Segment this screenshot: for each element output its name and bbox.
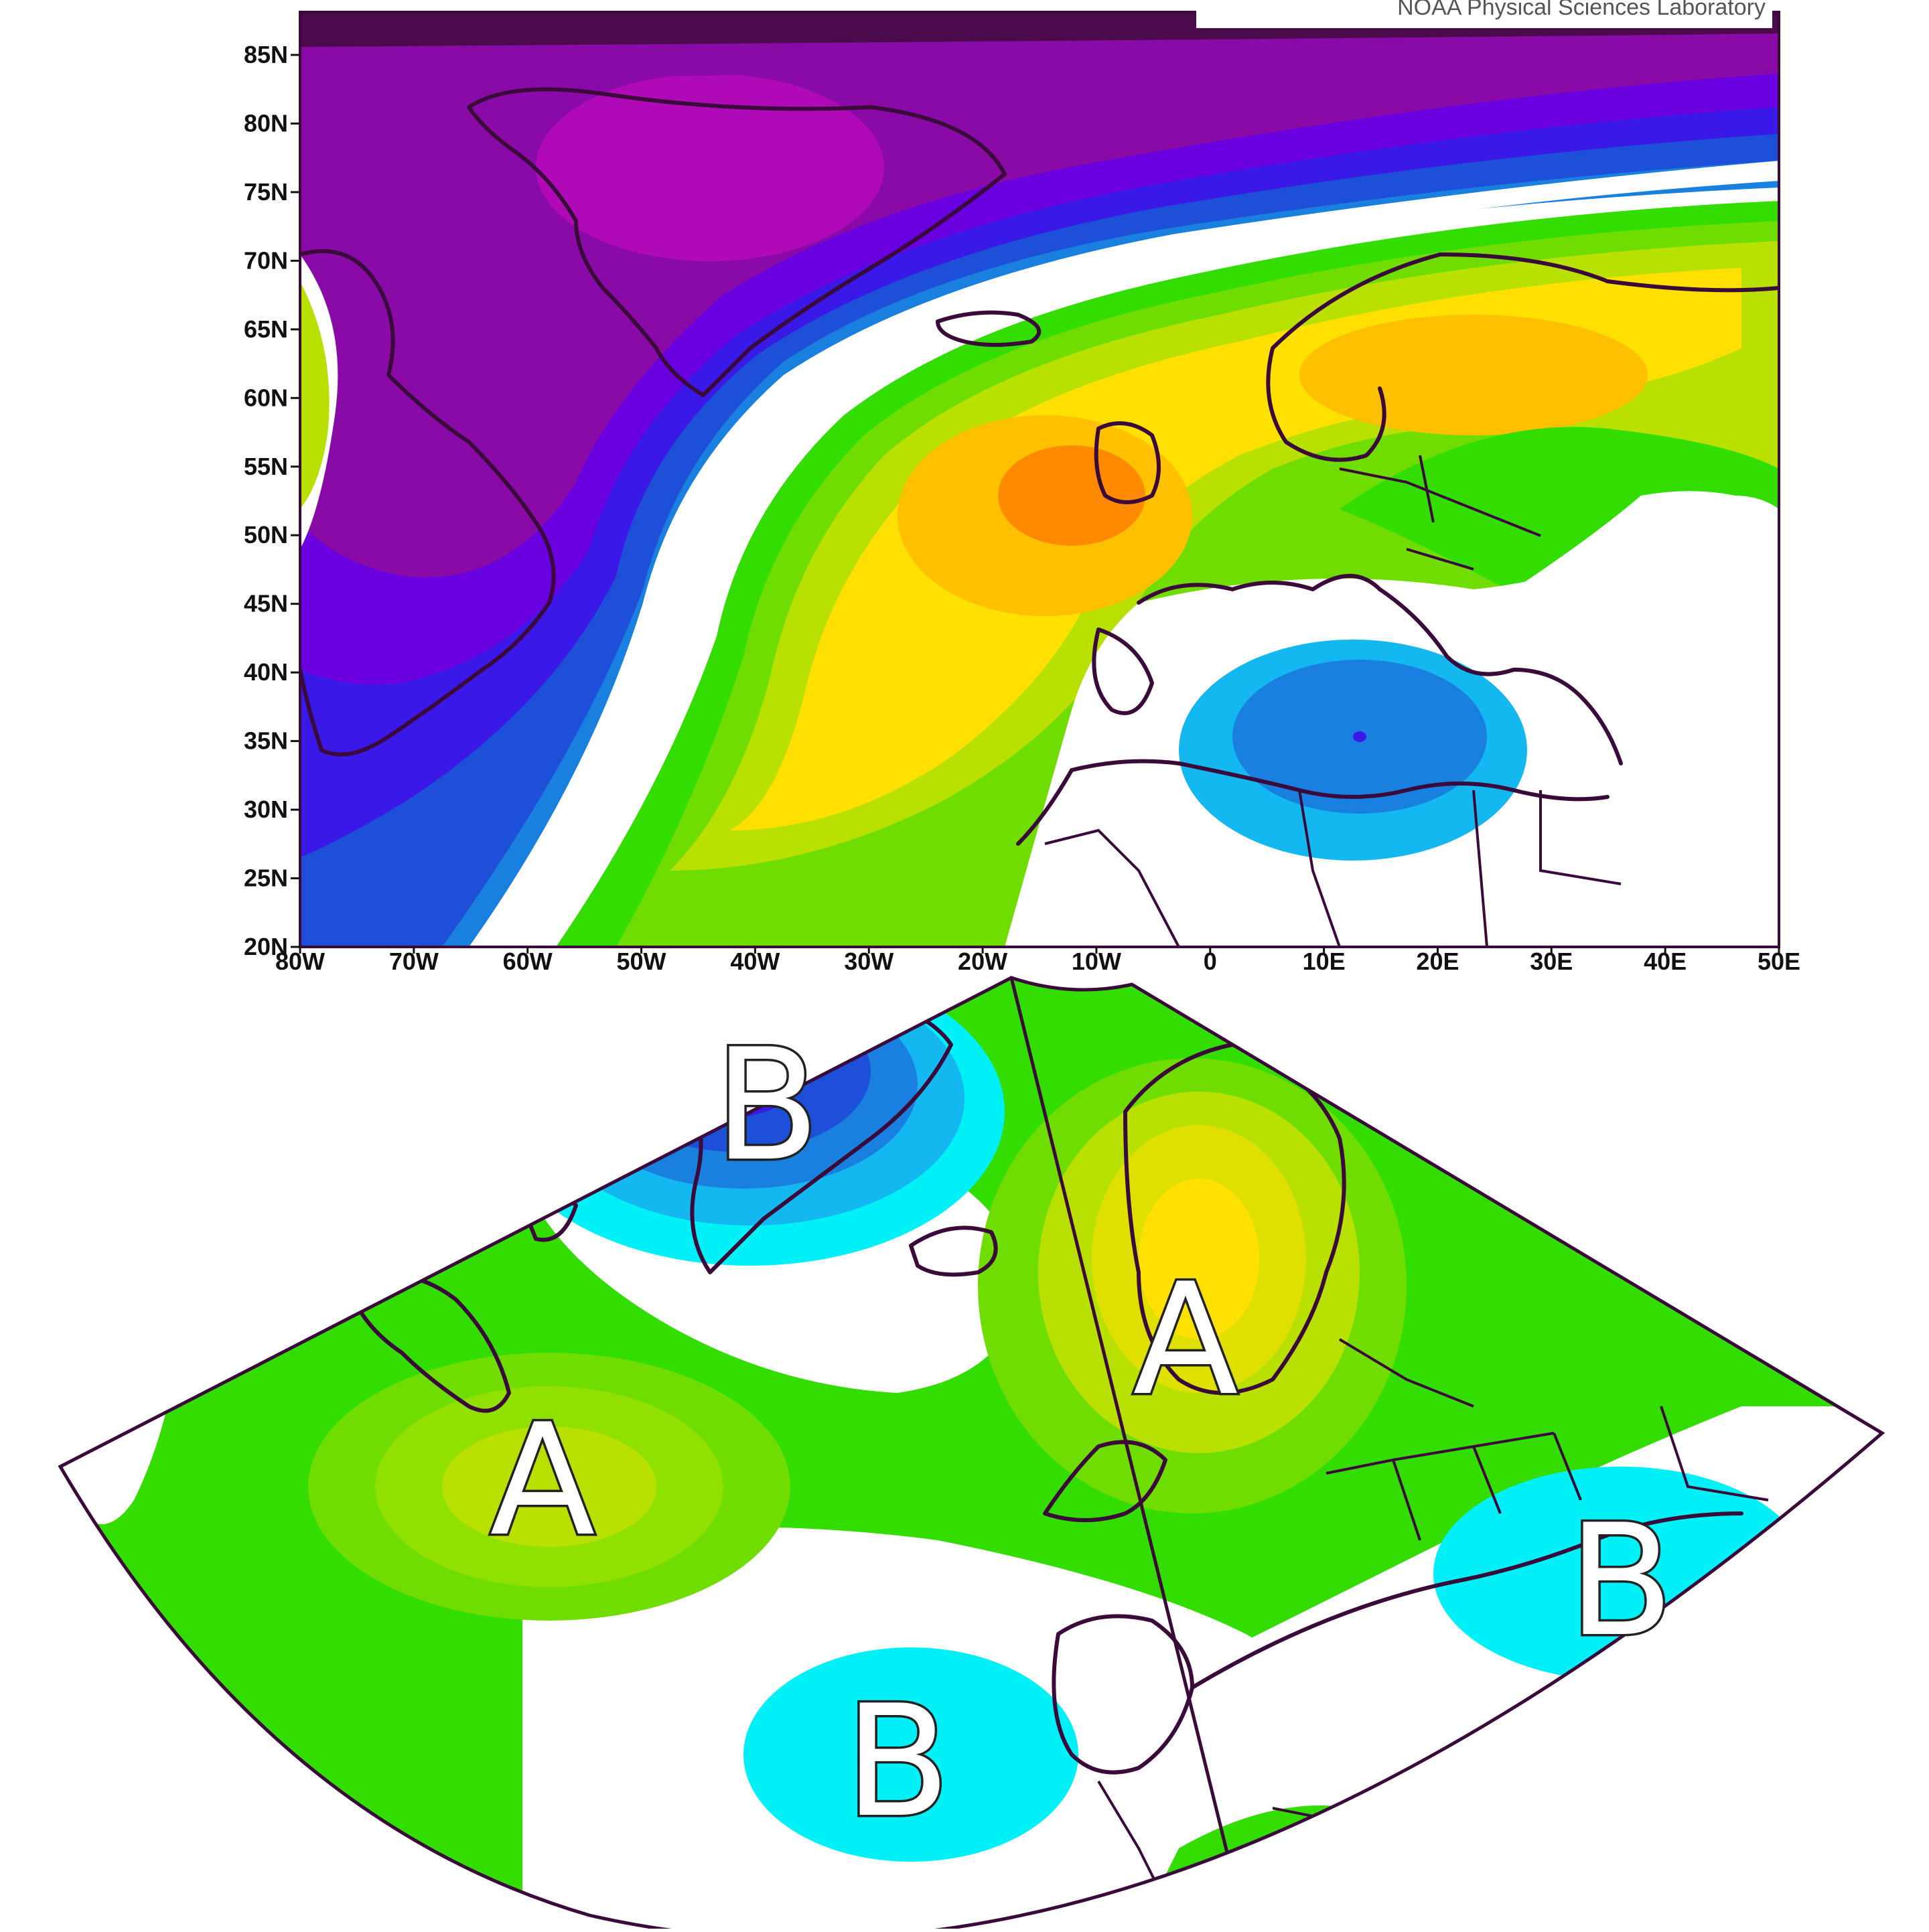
lat-tick-label: 65N bbox=[244, 315, 288, 343]
bottom-map-fill bbox=[60, 978, 1882, 1929]
lat-tick-label: 75N bbox=[244, 178, 288, 206]
lat-tick-label: 85N bbox=[244, 41, 288, 68]
top-map-panel: NOAA Physical Sciences Laboratory 85N 80N… bbox=[244, 0, 1800, 975]
lat-tick-label: 25N bbox=[244, 865, 288, 892]
lat-tick-label: 50N bbox=[244, 521, 288, 548]
lat-tick-label: 80N bbox=[244, 109, 288, 137]
low-label-azores: B bbox=[845, 1673, 950, 1852]
credit-box: NOAA Physical Sciences Laboratory bbox=[1196, 0, 1772, 28]
low-label-east-med: B bbox=[1568, 1492, 1674, 1671]
lat-tick-label: 35N bbox=[244, 727, 288, 755]
high-label-atlantic: A bbox=[490, 1392, 595, 1570]
longitude-axis: 80W 70W 60W 50W 40W 30W 20W 10W 0 10E 20E 30E 40E 50E bbox=[275, 947, 1800, 975]
credit-text: NOAA Physical Sciences Laboratory bbox=[1397, 0, 1766, 20]
top-map-frame bbox=[299, 11, 1780, 948]
lat-tick-label: 20N bbox=[244, 933, 288, 960]
lat-tick-label: 45N bbox=[244, 590, 288, 617]
meridian-line bbox=[1009, 978, 1248, 1929]
bottom-map-panel: B A A B B bbox=[58, 976, 1885, 1932]
bottom-map-frame bbox=[58, 976, 1885, 1932]
top-map-fill bbox=[300, 12, 1779, 947]
lon-tick-label: 0 bbox=[1204, 948, 1217, 975]
lat-tick-label: 70N bbox=[244, 246, 288, 274]
low-label-greenland: B bbox=[714, 1017, 820, 1195]
lat-tick-label: 40N bbox=[244, 658, 288, 686]
lat-tick-label: 30N bbox=[244, 796, 288, 823]
high-label-scandinavia: A bbox=[1133, 1251, 1238, 1430]
lat-tick-label: 55N bbox=[244, 453, 288, 480]
latitude-axis: 85N 80N 75N 70N 65N 60N 55N 50N 45N 40N 35N 30N 25N 2… bbox=[244, 41, 300, 960]
lat-tick-label: 60N bbox=[244, 384, 288, 411]
